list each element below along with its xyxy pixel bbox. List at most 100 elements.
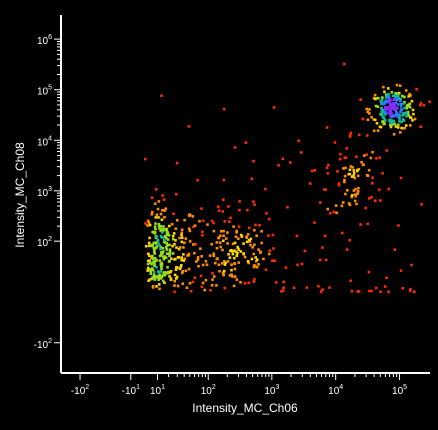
data-point	[163, 255, 166, 258]
data-point	[352, 171, 356, 175]
data-point	[381, 110, 384, 113]
data-point	[413, 290, 416, 294]
data-point	[325, 126, 329, 129]
data-point	[171, 252, 175, 255]
data-point	[162, 250, 165, 253]
data-point	[388, 99, 392, 103]
data-point	[296, 263, 299, 267]
data-point	[168, 249, 172, 253]
data-point	[212, 254, 216, 258]
data-point	[394, 101, 398, 105]
data-point	[228, 256, 232, 259]
data-point	[376, 105, 380, 108]
data-point	[179, 266, 182, 269]
data-point	[215, 241, 219, 244]
data-point	[406, 110, 410, 114]
data-point	[219, 230, 223, 233]
data-point	[223, 263, 227, 266]
data-point	[249, 243, 252, 247]
data-point	[333, 141, 337, 144]
data-point	[155, 240, 158, 244]
data-point	[155, 275, 158, 278]
data-point	[360, 160, 363, 164]
data-point	[233, 256, 236, 260]
data-point	[239, 281, 242, 284]
data-point	[350, 289, 354, 293]
data-point	[258, 224, 261, 227]
data-point	[153, 261, 156, 265]
data-point	[163, 281, 166, 285]
data-point	[154, 216, 158, 219]
data-point	[215, 246, 219, 250]
data-point	[381, 120, 385, 123]
data-point	[321, 288, 324, 291]
data-point	[233, 267, 237, 271]
y-tick-label: 102	[37, 236, 52, 249]
data-point	[325, 166, 329, 170]
data-point	[226, 260, 230, 263]
data-point	[349, 279, 352, 283]
data-point	[407, 114, 411, 117]
data-point	[173, 273, 177, 277]
data-point	[206, 223, 209, 226]
data-point	[343, 174, 347, 178]
data-point	[230, 263, 233, 266]
data-point	[234, 235, 238, 238]
data-point	[150, 196, 154, 199]
data-point	[174, 257, 177, 261]
data-point	[233, 241, 237, 245]
x-tick-label: 105	[392, 384, 407, 397]
data-point	[150, 213, 154, 216]
data-point	[162, 240, 166, 244]
data-point	[238, 200, 241, 203]
data-point	[370, 182, 374, 185]
data-point	[159, 225, 162, 228]
data-point	[188, 229, 192, 233]
data-point	[243, 282, 247, 285]
data-point	[211, 271, 214, 275]
data-point	[224, 261, 227, 265]
data-point	[223, 220, 227, 223]
data-point	[175, 246, 178, 249]
data-point	[362, 163, 365, 166]
data-point	[326, 172, 330, 175]
data-point	[394, 92, 397, 95]
data-point	[247, 238, 251, 242]
data-point	[146, 262, 150, 266]
data-point	[347, 172, 350, 176]
data-point	[373, 93, 377, 97]
data-point	[157, 274, 161, 277]
data-point	[401, 118, 405, 121]
data-point	[356, 192, 359, 195]
data-point	[236, 251, 239, 255]
data-point	[387, 93, 391, 96]
data-point	[165, 248, 169, 251]
data-point	[171, 237, 175, 241]
data-point	[166, 233, 170, 237]
data-point	[419, 125, 422, 129]
data-point	[153, 248, 156, 252]
data-point	[165, 227, 169, 231]
data-point	[155, 213, 159, 217]
data-point	[174, 268, 178, 271]
data-point	[163, 273, 167, 277]
data-point	[409, 124, 412, 127]
data-point	[388, 106, 391, 109]
x-tick-label: 101	[150, 384, 165, 397]
data-point	[165, 242, 169, 245]
data-point	[389, 110, 392, 114]
data-point	[405, 114, 408, 118]
data-point	[341, 201, 345, 204]
data-point	[257, 263, 260, 266]
data-point	[160, 276, 163, 279]
data-point	[231, 252, 235, 256]
data-point	[189, 290, 193, 293]
data-point	[176, 284, 180, 288]
data-point	[183, 218, 186, 222]
data-point	[163, 215, 166, 219]
data-point	[252, 280, 256, 283]
data-point	[143, 157, 147, 161]
data-point	[185, 286, 189, 289]
data-point	[221, 248, 224, 252]
data-point	[219, 245, 223, 249]
